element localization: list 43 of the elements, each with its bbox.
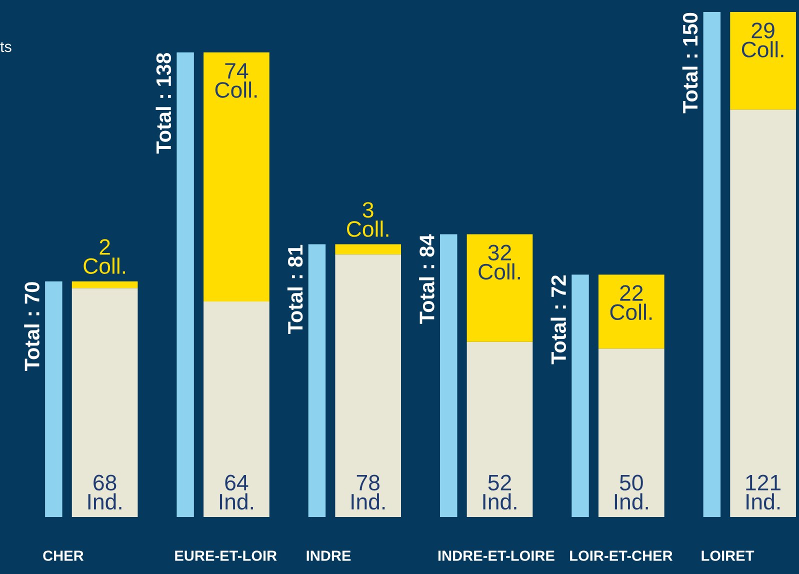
data-label: Total : 138 — [156, 53, 172, 154]
bar — [730, 12, 796, 110]
bar — [204, 52, 270, 302]
data-label: 50 Ind. — [614, 474, 648, 510]
data-label: 52 Ind. — [483, 474, 516, 510]
bar — [204, 302, 270, 517]
x-tick-label: INDRE-ET-LOIRE — [438, 550, 554, 561]
data-label: 74 Coll. — [215, 63, 257, 98]
data-label: 68 Ind. — [88, 474, 122, 510]
bar — [335, 254, 402, 517]
bar — [572, 274, 589, 517]
bar — [72, 288, 138, 517]
data-label: 121 Ind. — [746, 474, 781, 510]
bar — [72, 281, 138, 288]
bar — [703, 12, 721, 517]
data-label: 3 Coll. — [347, 202, 388, 237]
data-label: Total : 81 — [287, 244, 303, 334]
data-label: Total : 84 — [419, 234, 434, 324]
data-label: Total : 70 — [24, 282, 40, 372]
x-tick-label: INDRE — [306, 550, 351, 561]
data-label: 78 Ind. — [352, 474, 385, 510]
bar — [335, 244, 402, 254]
bar — [440, 234, 458, 517]
data-label: Total : 150 — [682, 12, 698, 114]
bar — [730, 110, 796, 517]
bar — [466, 234, 533, 342]
annotation: ts — [0, 42, 12, 52]
bar — [308, 244, 326, 517]
bar — [598, 274, 664, 349]
x-tick-label: LOIR-ET-CHER — [570, 550, 673, 561]
bar — [176, 52, 194, 517]
bar — [45, 281, 62, 517]
x-tick-label: LOIRET — [702, 550, 754, 561]
x-tick-label: CHER — [43, 550, 84, 561]
x-tick-label: EURE-ET-LOIR — [175, 550, 277, 561]
data-label: 2 Coll. — [84, 239, 126, 274]
bar — [466, 342, 533, 517]
data-label: Total : 72 — [550, 275, 566, 364]
data-label: 32 Coll. — [478, 244, 520, 280]
bar — [598, 348, 664, 517]
data-label: 22 Coll. — [610, 285, 652, 320]
data-label: 29 Coll. — [742, 22, 784, 58]
data-label: 64 Ind. — [220, 474, 253, 510]
